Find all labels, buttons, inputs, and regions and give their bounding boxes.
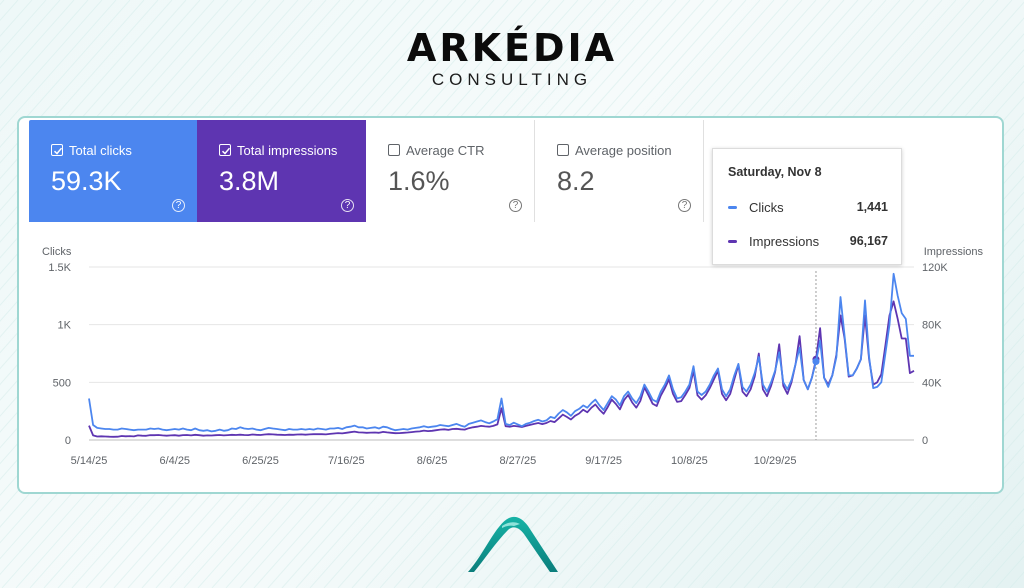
tooltip-row-clicks: Clicks 1,441 xyxy=(728,198,888,216)
checkbox-icon-unchecked[interactable] xyxy=(388,144,400,156)
checkbox-icon-unchecked[interactable] xyxy=(557,144,569,156)
right-axis-title: Impressions xyxy=(924,246,984,258)
bg-stripe xyxy=(0,0,229,259)
metric-total-clicks[interactable]: Total clicks 59.3K ? xyxy=(29,120,197,222)
right-tick-label: 40K xyxy=(922,377,942,389)
tooltip-clicks-label: Clicks xyxy=(749,199,784,215)
bg-stripe xyxy=(0,0,215,243)
metric-value: 1.6% xyxy=(388,166,450,196)
metric-value: 59.3K xyxy=(51,166,122,196)
checkbox-icon-checked[interactable] xyxy=(219,144,231,156)
bg-stripe xyxy=(0,0,159,180)
bg-stripe xyxy=(0,0,103,117)
clicks-swatch-icon xyxy=(728,205,737,209)
bg-stripe xyxy=(0,0,243,275)
x-tick-label: 8/27/25 xyxy=(499,455,536,467)
bg-stripe xyxy=(0,0,201,227)
metric-value: 3.8M xyxy=(219,166,280,196)
metric-value: 8.2 xyxy=(557,166,595,196)
x-tick-label: 7/16/25 xyxy=(328,455,365,467)
performance-chart[interactable]: 0 500 1K 1.5K 0 40K 80K 120K Clicks Impressions 5/… xyxy=(19,118,1002,492)
series-line-impressions xyxy=(88,300,915,438)
metric-total-impressions[interactable]: Total impressions 3.8M ? xyxy=(197,120,366,222)
right-tick-label: 0 xyxy=(922,435,928,447)
metric-label: Average CTR xyxy=(406,142,485,158)
tooltip-impressions-value: 96,167 xyxy=(849,234,888,248)
metric-label: Total clicks xyxy=(69,142,132,158)
help-icon[interactable]: ? xyxy=(172,199,185,212)
checkbox-icon-checked[interactable] xyxy=(51,144,63,156)
tooltip-date: Saturday, Nov 8 xyxy=(728,165,822,179)
x-tick-label: 6/25/25 xyxy=(242,455,279,467)
hover-point-clicks xyxy=(812,358,820,366)
x-tick-label: 10/29/25 xyxy=(754,455,797,467)
chart-tooltip: Saturday, Nov 8 Clicks 1,441 Impressions… xyxy=(712,148,902,265)
metric-average-ctr[interactable]: Average CTR 1.6% ? xyxy=(366,120,535,222)
right-tick-label: 80K xyxy=(922,320,942,332)
tooltip-row-impressions: Impressions 96,167 xyxy=(728,232,888,250)
bg-stripe xyxy=(0,0,131,148)
x-tick-label: 8/6/25 xyxy=(417,455,448,467)
brand-header: ARKÉDIA CONSULTING xyxy=(0,28,1024,90)
metric-average-position[interactable]: Average position 8.2 ? xyxy=(535,120,704,222)
help-icon[interactable]: ? xyxy=(678,199,691,212)
bg-stripe xyxy=(0,0,257,291)
brand-logo-text: ARKÉDIA xyxy=(406,26,618,70)
performance-card: Total clicks 59.3K ? Total impressions 3… xyxy=(17,116,1004,494)
x-tick-label: 10/8/25 xyxy=(671,455,708,467)
bg-stripe xyxy=(0,0,89,101)
bg-stripe xyxy=(0,0,271,307)
bg-stripe xyxy=(0,0,173,196)
left-tick-label: 1.5K xyxy=(48,262,71,274)
bg-stripe xyxy=(0,0,187,212)
series-line-clicks xyxy=(88,272,914,433)
help-icon[interactable]: ? xyxy=(341,199,354,212)
x-tick-label: 5/14/25 xyxy=(71,455,108,467)
arkedia-mountain-logo-icon xyxy=(468,516,558,572)
bg-stripe xyxy=(0,0,145,164)
left-axis-title: Clicks xyxy=(42,246,72,258)
bg-stripe xyxy=(0,0,117,132)
metric-label: Average position xyxy=(575,142,672,158)
help-icon[interactable]: ? xyxy=(509,199,522,212)
left-tick-label: 1K xyxy=(58,320,72,332)
x-tick-label: 9/17/25 xyxy=(585,455,622,467)
brand-subtitle: CONSULTING xyxy=(431,70,593,89)
impressions-swatch-icon xyxy=(728,239,737,243)
left-tick-label: 500 xyxy=(53,377,71,389)
right-tick-label: 120K xyxy=(922,262,948,274)
left-tick-label: 0 xyxy=(65,435,71,447)
metric-label: Total impressions xyxy=(237,142,338,158)
tooltip-clicks-value: 1,441 xyxy=(856,200,888,214)
tooltip-impressions-label: Impressions xyxy=(749,233,820,249)
x-tick-label: 6/4/25 xyxy=(159,455,190,467)
bg-stripe xyxy=(925,476,1024,588)
